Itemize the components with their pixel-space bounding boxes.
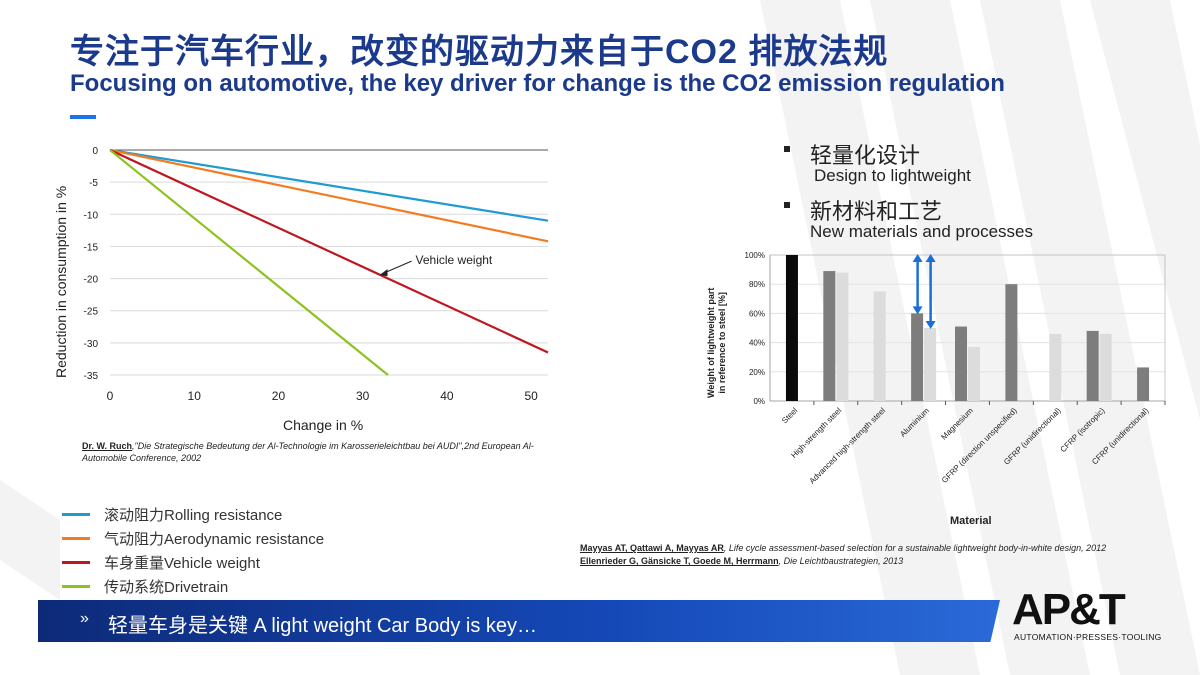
company-logo: AP&T AUTOMATION·PRESSES·TOOLING	[1012, 586, 1162, 646]
series-line	[109, 148, 549, 222]
bar	[911, 313, 924, 401]
right-reference-1: Mayyas AT, Qattawi A, Mayyas AR, Life cy…	[580, 542, 1180, 555]
legend-label: 车身重量Vehicle weight	[104, 554, 260, 572]
y-tick-label: 20%	[749, 368, 765, 377]
reference-author: Mayyas AT, Qattawi A, Mayyas AR	[580, 543, 724, 553]
bar	[1086, 330, 1099, 401]
legend-swatch	[62, 560, 90, 564]
x-tick-label: Aluminium	[898, 406, 931, 439]
title-accent-bar	[70, 115, 96, 119]
left-chart-x-axis-label: Change in %	[283, 417, 364, 433]
right-chart-references: Mayyas AT, Qattawi A, Mayyas AR, Life cy…	[580, 542, 1180, 568]
bar	[785, 255, 798, 401]
legend-swatch	[62, 584, 90, 588]
y-tick-label: -10	[84, 210, 99, 221]
right-reference-2: Ellenrieder G, Gänsicke T, Goede M, Herr…	[580, 555, 1180, 568]
x-tick-label: 10	[188, 389, 202, 403]
series-line	[109, 149, 549, 354]
legend-swatch	[62, 536, 90, 540]
arrowhead-down	[912, 306, 923, 315]
bar	[873, 291, 886, 401]
bar	[823, 271, 836, 401]
x-tick-label: 0	[107, 389, 114, 403]
plot-frame	[769, 254, 1166, 402]
bar	[955, 326, 967, 401]
annotation-label: Vehicle weight	[416, 253, 493, 267]
arrowhead-up	[912, 254, 923, 262]
y-tick-label: -30	[84, 339, 99, 350]
bullet-square-icon	[784, 146, 790, 152]
left-reference-author: Dr. W. Ruch	[82, 441, 133, 451]
legend-item: 传动系统Drivetrain	[62, 574, 324, 598]
arrowhead-down	[925, 321, 936, 329]
y-tick-label: 0	[92, 146, 98, 157]
reference-author: Ellenrieder G, Gänsicke T, Goede M, Herr…	[580, 556, 779, 566]
logo-wordmark: AP&T	[1012, 585, 1126, 634]
x-tick-label: 50	[524, 389, 538, 403]
right-chart-y-axis-label: Weight of lightweight part in reference …	[706, 288, 728, 398]
bullet-text-en: New materials and processes	[810, 222, 1033, 241]
double-chevron-icon: »	[80, 610, 89, 627]
bullet-item: 轻量化设计	[784, 138, 1033, 168]
legend-item: 车身重量Vehicle weight	[62, 550, 324, 574]
y-tick-label: -20	[84, 275, 99, 286]
bullet-text-cn: 轻量化设计	[810, 143, 921, 168]
x-tick-label: Steel	[780, 406, 799, 425]
y-tick-label: 40%	[749, 339, 765, 348]
bar	[1137, 367, 1150, 401]
bar	[836, 272, 849, 401]
y-tick-label: -15	[84, 242, 99, 253]
bullet-text-en: Design to lightweight	[814, 166, 971, 185]
y-tick-label: 100%	[745, 251, 765, 260]
right-y-label-line2: in reference to steel [%]	[717, 292, 727, 394]
key-message-banner: » 轻量车身是关键 A light weight Car Body is key…	[38, 600, 1000, 642]
bullet-item: 新材料和工艺	[784, 194, 1033, 224]
page-title-chinese: 专注于汽车行业，改变的驱动力来自于CO2 排放法规	[70, 33, 889, 71]
bar	[968, 346, 980, 401]
series-line	[109, 149, 389, 376]
logo-tagline: AUTOMATION·PRESSES·TOOLING	[1014, 632, 1162, 642]
y-tick-label: 0%	[753, 397, 765, 406]
bar	[924, 328, 937, 401]
x-tick-label: 40	[440, 389, 454, 403]
bar	[1099, 333, 1112, 401]
left-reference-text: ,"Die Strategische Bedeutung der Al-Tech…	[82, 441, 534, 463]
y-tick-label: 80%	[749, 280, 765, 289]
legend-swatch	[62, 512, 90, 516]
legend-label: 滚动阻力Rolling resistance	[104, 506, 283, 524]
reference-text: , Die Leichtbaustrategien, 2013	[778, 556, 904, 566]
bar	[1005, 284, 1018, 401]
consumption-line-chart: 0 -5 -10 -15 -20 -25 -30 -35 0 10 20 30 40 50 Vehicl…	[84, 146, 549, 403]
annotation-arrowhead	[379, 269, 388, 277]
left-chart-reference: Dr. W. Ruch,"Die Strategische Bedeutung …	[82, 440, 552, 464]
page-title-english: Focusing on automotive, the key driver f…	[70, 70, 1005, 97]
bar	[1049, 333, 1062, 401]
bullet-text-cn: 新材料和工艺	[810, 199, 943, 224]
x-tick-label: 20	[272, 389, 286, 403]
left-chart-y-axis-label: Reduction in consumption in %	[53, 185, 69, 378]
x-tick-label: Magnesium	[939, 406, 975, 442]
series-line	[109, 148, 549, 243]
banner-text: 轻量车身是关键 A light weight Car Body is key…	[108, 615, 538, 637]
bullet-square-icon	[784, 202, 790, 208]
reference-text: , Life cycle assessment-based selection …	[723, 543, 1107, 553]
x-tick-label: CFRP (isotropic)	[1059, 406, 1107, 454]
legend-item: 滚动阻力Rolling resistance	[62, 502, 324, 526]
left-chart-legend: 滚动阻力Rolling resistance 气动阻力Aerodynamic r…	[62, 502, 324, 598]
right-y-label-line1: Weight of lightweight part	[706, 287, 716, 398]
key-points-list: 轻量化设计 Design to lightweight 新材料和工艺 New m…	[784, 138, 1033, 250]
x-tick-label: 30	[356, 389, 370, 403]
y-tick-label: -25	[84, 307, 99, 318]
y-tick-label: -35	[84, 371, 99, 382]
legend-item: 气动阻力Aerodynamic resistance	[62, 526, 324, 550]
right-chart-x-axis-label: Material	[950, 515, 992, 527]
y-tick-label: 60%	[749, 309, 765, 318]
arrowhead-up	[925, 254, 936, 262]
legend-label: 传动系统Drivetrain	[104, 578, 229, 596]
x-tick-label: GFRP (direction unspecified)	[940, 406, 1019, 485]
legend-label: 气动阻力Aerodynamic resistance	[104, 530, 325, 548]
y-tick-label: -5	[89, 178, 98, 189]
x-tick-label: Advanced high-strength steel	[807, 406, 887, 486]
